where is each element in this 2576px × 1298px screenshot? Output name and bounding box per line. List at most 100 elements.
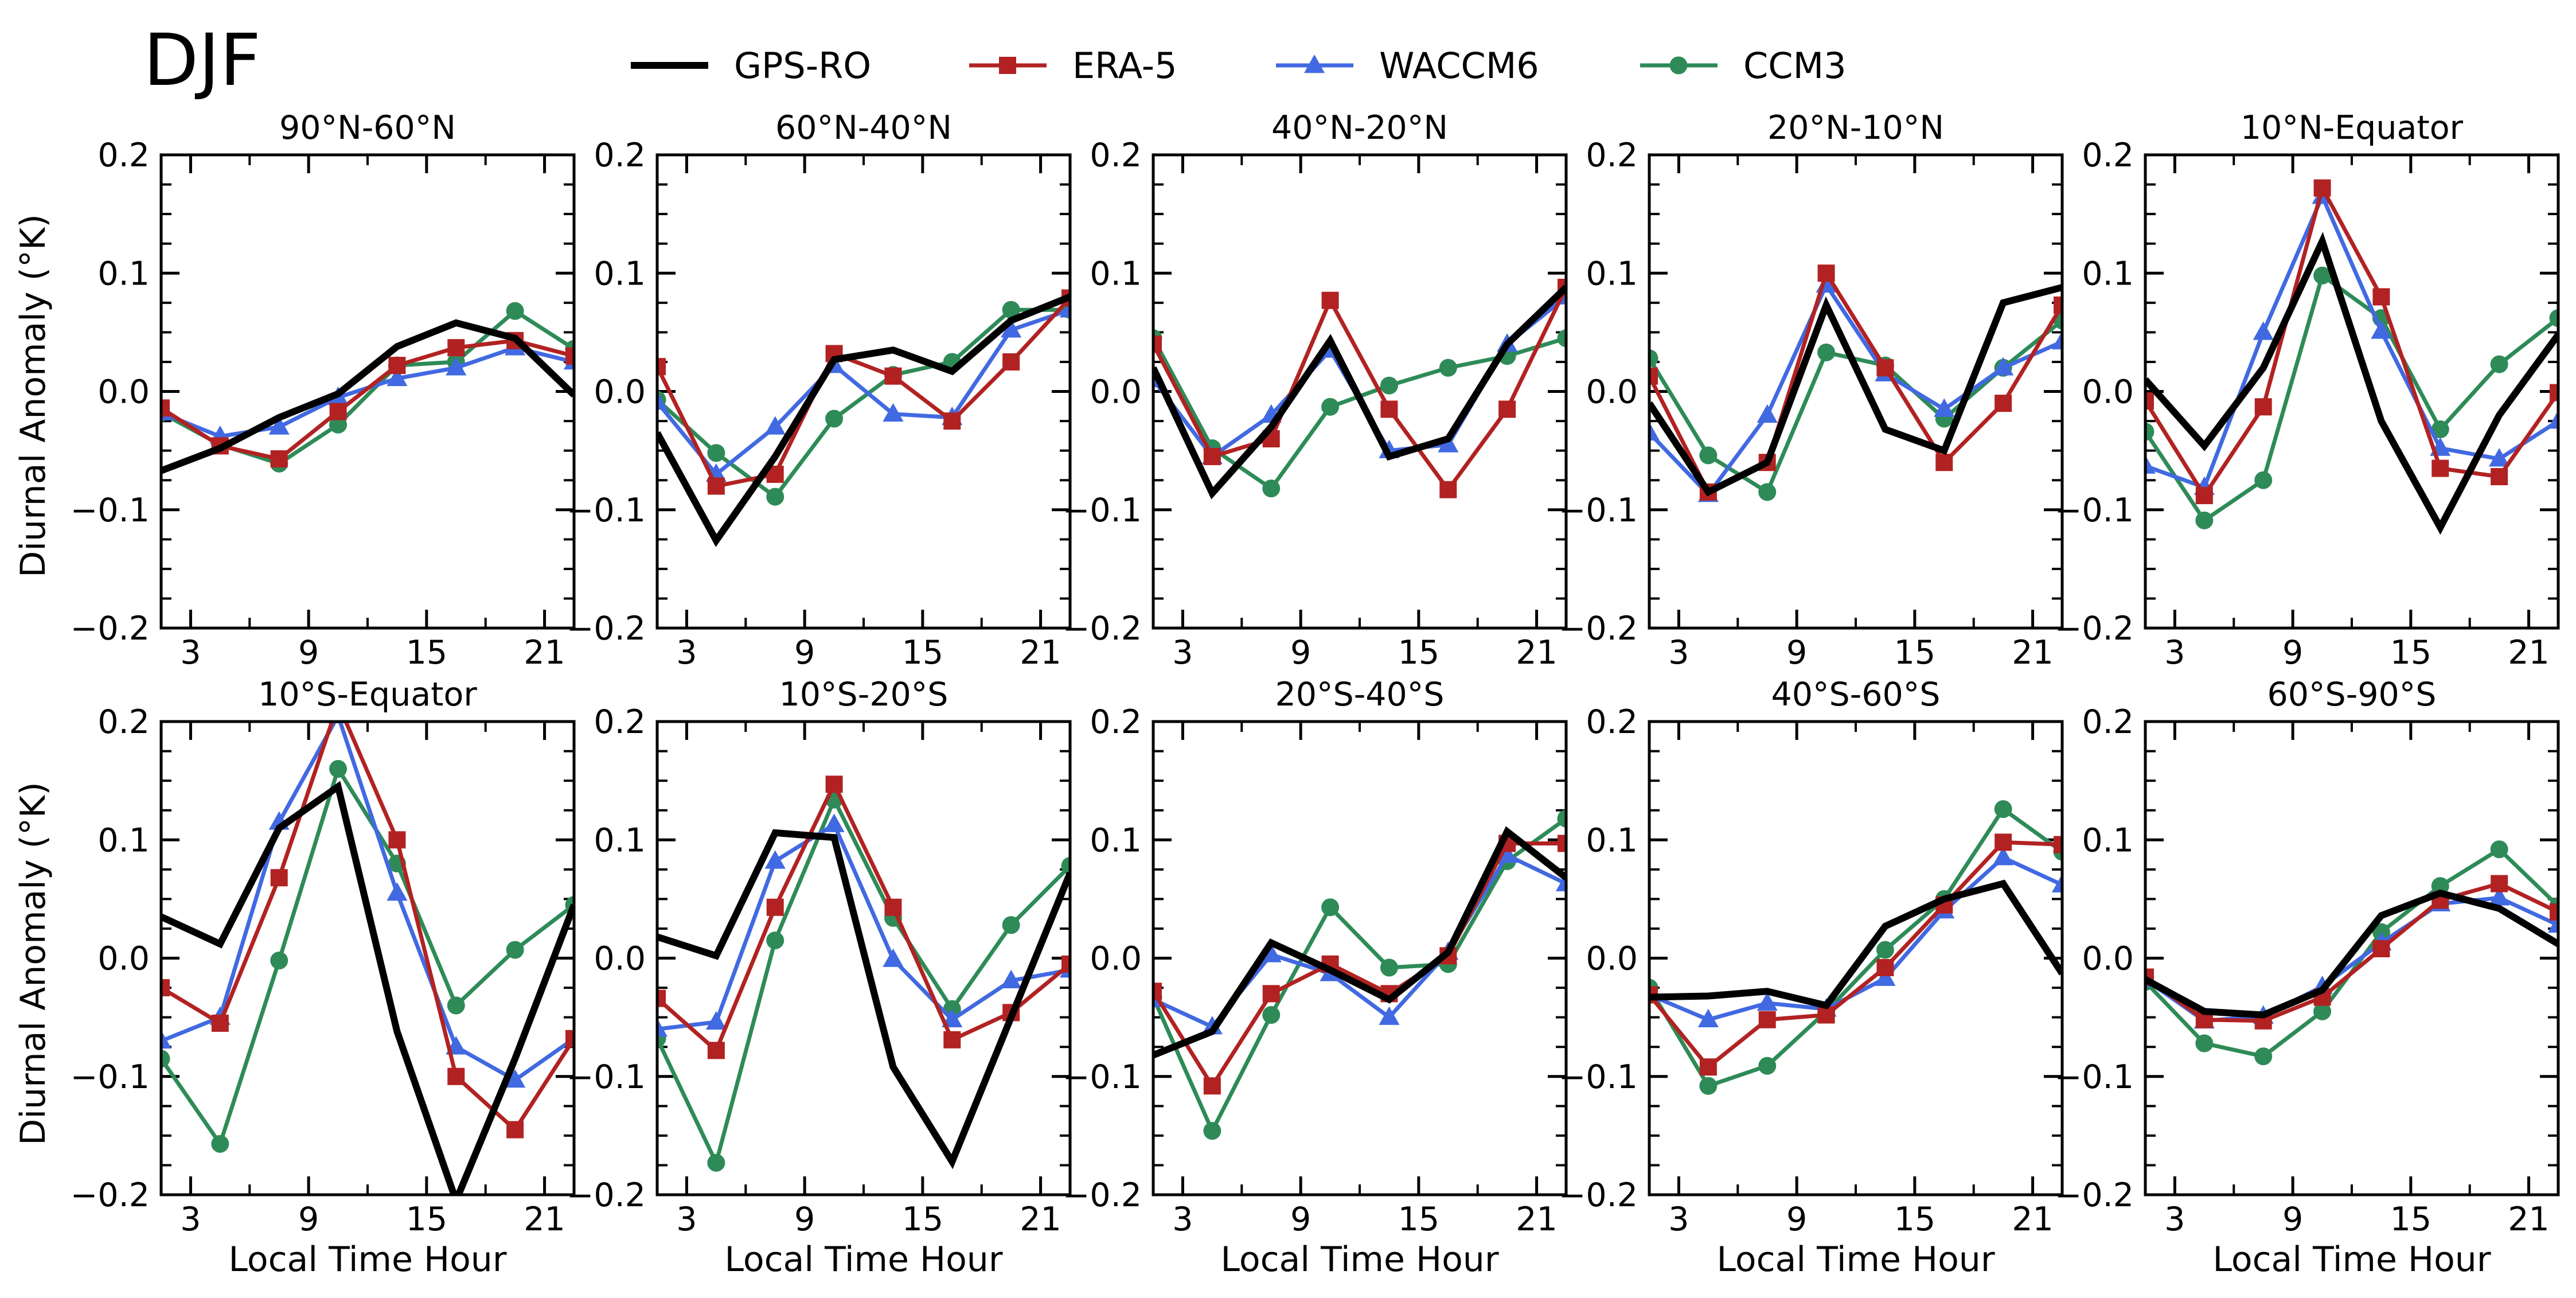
x-tick-label: 9 bbox=[298, 634, 319, 672]
data-point-era-5 bbox=[565, 1030, 574, 1047]
data-point-waccm6 bbox=[446, 357, 467, 376]
panel-frame bbox=[2144, 720, 2560, 1196]
series-line-ccm3 bbox=[657, 794, 1070, 1169]
x-tick-label: 15 bbox=[2390, 1200, 2432, 1238]
legend: GPS-RO ERA-5 WACCM6 CCM3 bbox=[631, 45, 1847, 87]
y-tick-label: 0.1 bbox=[1090, 821, 1142, 859]
data-point-ccm3 bbox=[1380, 376, 1398, 395]
data-point-era-5 bbox=[1061, 955, 1070, 973]
x-tick-label: 3 bbox=[2164, 634, 2185, 672]
panel-9: 60°S-90°S 3 9 15 21 −0.2 −0.1 0.0 0.1 0.2 Local Ti… bbox=[2055, 676, 2560, 1280]
legend-entry-2: WACCM6 bbox=[1276, 45, 1539, 87]
y-tick-label: 0.0 bbox=[1586, 373, 1638, 411]
legend-marker-1 bbox=[999, 57, 1016, 74]
data-point-waccm6 bbox=[657, 391, 668, 410]
panel-frame bbox=[1152, 720, 1568, 1196]
data-point-waccm6 bbox=[1697, 1008, 1719, 1028]
data-point-waccm6 bbox=[1757, 992, 1778, 1011]
panel-1: 60°N-40°N 3 9 15 21 −0.2 −0.1 0.0 0.1 0.2 bbox=[567, 109, 1072, 672]
data-point-ccm3 bbox=[2254, 471, 2273, 489]
data-point-era-5 bbox=[1262, 985, 1280, 1003]
data-point-waccm6 bbox=[1260, 944, 1282, 962]
panel-4: 10°N-Equator 3 9 15 21 −0.2 −0.1 0.0 0.1 0.2 bbox=[2055, 109, 2560, 672]
y-tick-label: 0.1 bbox=[1090, 255, 1142, 293]
x-tick-label: 3 bbox=[2164, 1200, 2185, 1238]
data-point-ccm3 bbox=[1557, 809, 1566, 828]
data-point-waccm6 bbox=[387, 882, 408, 901]
data-point-era-5 bbox=[2550, 903, 2558, 921]
data-point-era-5 bbox=[211, 1014, 229, 1032]
x-axis-label: Local Time Hour bbox=[724, 1239, 1002, 1280]
x-axis-label: Local Time Hour bbox=[1220, 1239, 1498, 1280]
plot-area bbox=[161, 722, 574, 1195]
data-point-waccm6 bbox=[268, 416, 290, 435]
y-tick-label: −0.1 bbox=[1559, 492, 1638, 529]
x-tick-label: 3 bbox=[1668, 634, 1689, 672]
series-line-waccm6 bbox=[657, 821, 1070, 1031]
series-line-gps-ro bbox=[1649, 284, 2062, 497]
data-point-era-5 bbox=[1203, 1077, 1221, 1095]
data-point-ccm3 bbox=[1817, 343, 1836, 361]
data-point-waccm6 bbox=[657, 1018, 668, 1037]
x-tick-label: 3 bbox=[676, 634, 697, 672]
x-tick-label: 3 bbox=[180, 634, 201, 672]
data-point-ccm3 bbox=[2490, 355, 2508, 373]
data-point-ccm3 bbox=[1699, 446, 1718, 465]
data-point-era-5 bbox=[447, 1067, 465, 1085]
data-point-era-5 bbox=[1439, 481, 1457, 498]
data-point-waccm6 bbox=[2253, 321, 2274, 340]
x-tick-label: 15 bbox=[902, 634, 944, 672]
legend-label-2: WACCM6 bbox=[1379, 45, 1539, 87]
legend-label-1: ERA-5 bbox=[1072, 45, 1177, 87]
data-point-era-5 bbox=[2372, 288, 2390, 306]
data-point-ccm3 bbox=[1321, 898, 1340, 917]
y-tick-label: 0.0 bbox=[1586, 940, 1638, 978]
series-line-era-5 bbox=[161, 338, 574, 461]
data-point-waccm6 bbox=[1934, 398, 1955, 417]
y-tick-label: 0.0 bbox=[1090, 940, 1142, 978]
data-point-ccm3 bbox=[2490, 840, 2508, 859]
y-axis-label-bottom: Diurnal Anomaly (°K) bbox=[13, 782, 53, 1145]
y-tick-label: −0.2 bbox=[1063, 1176, 1142, 1214]
data-point-era-5 bbox=[943, 1031, 961, 1048]
x-tick-label: 21 bbox=[524, 634, 565, 672]
data-point-ccm3 bbox=[1262, 1006, 1281, 1024]
x-tick-label: 3 bbox=[1172, 1200, 1193, 1238]
x-tick-label: 21 bbox=[524, 1200, 565, 1238]
x-tick-label: 9 bbox=[794, 634, 815, 672]
panel-title: 90°N-60°N bbox=[279, 109, 456, 147]
x-tick-label: 9 bbox=[1786, 634, 1807, 672]
panel-frame bbox=[159, 153, 576, 630]
data-point-ccm3 bbox=[161, 1050, 170, 1068]
data-point-era-5 bbox=[1203, 447, 1221, 465]
y-tick-label: 0.1 bbox=[97, 821, 150, 859]
series-line-era-5 bbox=[1649, 840, 2062, 1070]
y-tick-label: −0.2 bbox=[2055, 1176, 2134, 1214]
plot-area bbox=[657, 289, 1070, 547]
y-tick-label: 0.2 bbox=[97, 137, 150, 174]
data-point-era-5 bbox=[825, 775, 843, 793]
y-tick-label: −0.1 bbox=[567, 1058, 646, 1096]
data-point-waccm6 bbox=[2489, 448, 2510, 467]
series-line-gps-ro bbox=[2145, 889, 2558, 1019]
x-tick-label: 3 bbox=[180, 1200, 201, 1238]
data-point-era-5 bbox=[2431, 459, 2449, 477]
panels: 90°N-60°N3 9 15 21−0.2−0.10.00.10.260°N-40°… bbox=[71, 109, 2560, 1280]
series-line-waccm6 bbox=[657, 307, 1070, 477]
data-point-ccm3 bbox=[1876, 941, 1894, 959]
data-point-era-5 bbox=[884, 367, 902, 385]
data-point-ccm3 bbox=[506, 941, 524, 959]
data-point-era-5 bbox=[1876, 959, 1894, 976]
data-point-ccm3 bbox=[211, 1135, 229, 1153]
data-point-era-5 bbox=[1649, 367, 1658, 385]
data-point-waccm6 bbox=[2051, 330, 2062, 350]
ticks bbox=[2145, 153, 2558, 630]
data-point-era-5 bbox=[766, 898, 784, 916]
data-point-era-5 bbox=[943, 412, 961, 430]
data-point-waccm6 bbox=[1438, 434, 1459, 453]
data-point-era-5 bbox=[1498, 400, 1516, 418]
series-line-ccm3 bbox=[161, 764, 574, 1149]
data-point-ccm3 bbox=[447, 996, 465, 1015]
y-tick-label: 0.2 bbox=[1090, 703, 1142, 741]
panel-6: 10°S-20°S 3 9 15 21 −0.2 −0.1 0.0 0.1 0.2 Local Ti… bbox=[567, 676, 1072, 1280]
